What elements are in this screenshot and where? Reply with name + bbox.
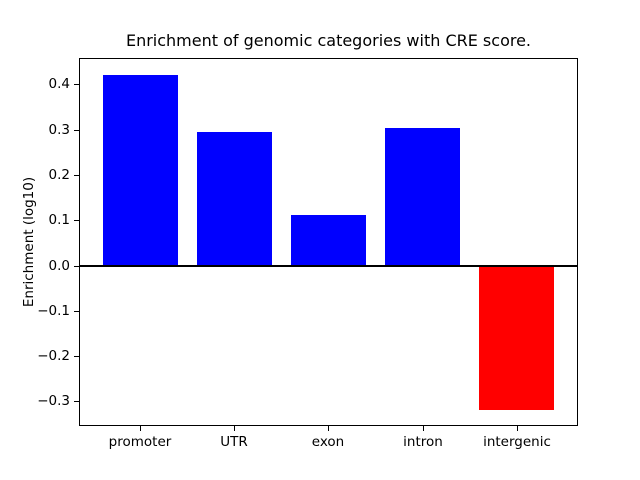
y-tick-label: −0.1 <box>37 303 70 319</box>
y-tick-mark <box>74 130 79 131</box>
chart-title: Enrichment of genomic categories with CR… <box>125 31 532 50</box>
y-tick-label: 0.4 <box>48 76 70 92</box>
y-tick-label: −0.3 <box>37 393 70 409</box>
y-tick-mark <box>74 356 79 357</box>
y-tick-label: 0.0 <box>48 258 70 274</box>
y-tick-label: 0.3 <box>48 122 70 138</box>
y-tick-mark <box>74 220 79 221</box>
plot-area <box>79 58 578 426</box>
x-tick-label-promoter: promoter <box>108 434 172 450</box>
bar-UTR <box>196 131 272 266</box>
x-tick-label-intergenic: intergenic <box>483 434 551 450</box>
y-tick-label: 0.1 <box>48 212 70 228</box>
y-tick-mark <box>74 401 79 402</box>
y-tick-mark <box>74 266 79 267</box>
x-tick-mark <box>328 426 329 431</box>
x-tick-mark <box>234 426 235 431</box>
bar-intergenic <box>479 265 555 410</box>
y-tick-label: −0.2 <box>37 348 70 364</box>
zero-line <box>80 264 577 267</box>
x-tick-label-UTR: UTR <box>220 434 248 450</box>
y-tick-mark <box>74 311 79 312</box>
x-tick-label-exon: exon <box>311 434 345 450</box>
y-tick-mark <box>74 175 79 176</box>
bar-exon <box>290 215 367 266</box>
x-tick-label-intron: intron <box>403 434 443 450</box>
x-tick-mark <box>423 426 424 431</box>
x-tick-mark <box>517 426 518 431</box>
y-tick-mark <box>74 84 79 85</box>
bar-intron <box>385 127 461 266</box>
x-tick-mark <box>140 426 141 431</box>
y-tick-label: 0.2 <box>48 167 70 183</box>
bar-promoter <box>102 75 178 266</box>
y-axis-label: Enrichment (log10) <box>21 176 37 308</box>
